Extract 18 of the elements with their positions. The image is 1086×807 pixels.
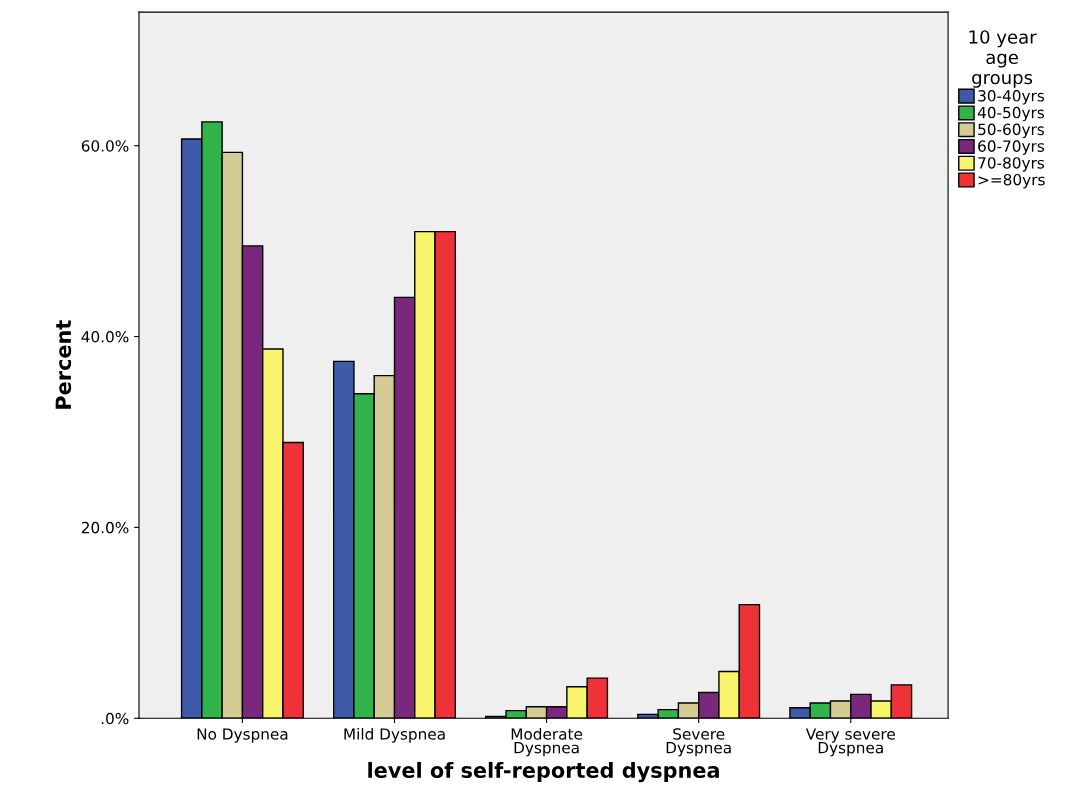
x-axis-title: level of self-reported dyspnea <box>368 761 719 783</box>
legend-label: 70-80yrs <box>978 157 1045 172</box>
x-tick-label: Severe Dyspnea <box>666 728 731 757</box>
y-tick-label: 40.0% <box>81 331 129 343</box>
legend-label: 30-40yrs <box>978 90 1045 105</box>
legend-label: 50-60yrs <box>978 123 1045 139</box>
x-tick-label: Mild Dyspnea <box>344 727 445 743</box>
y-axis-title: Percent <box>55 320 72 409</box>
y-tick-label: 60.0% <box>81 140 129 152</box>
x-tick-label: No Dyspnea <box>197 728 288 743</box>
legend-title: 10 year age groups <box>969 30 1037 88</box>
x-tick-label: Moderate Dyspnea <box>511 727 583 757</box>
y-tick-label: .0% <box>101 712 129 725</box>
legend-label: 60-70yrs <box>978 140 1045 155</box>
legend-label: 40-50yrs <box>977 106 1045 122</box>
x-tick-label: Very severe Dyspnea <box>805 728 895 757</box>
legend-label: >=80yrs <box>978 173 1045 189</box>
y-tick-label: 20.0% <box>81 521 129 534</box>
